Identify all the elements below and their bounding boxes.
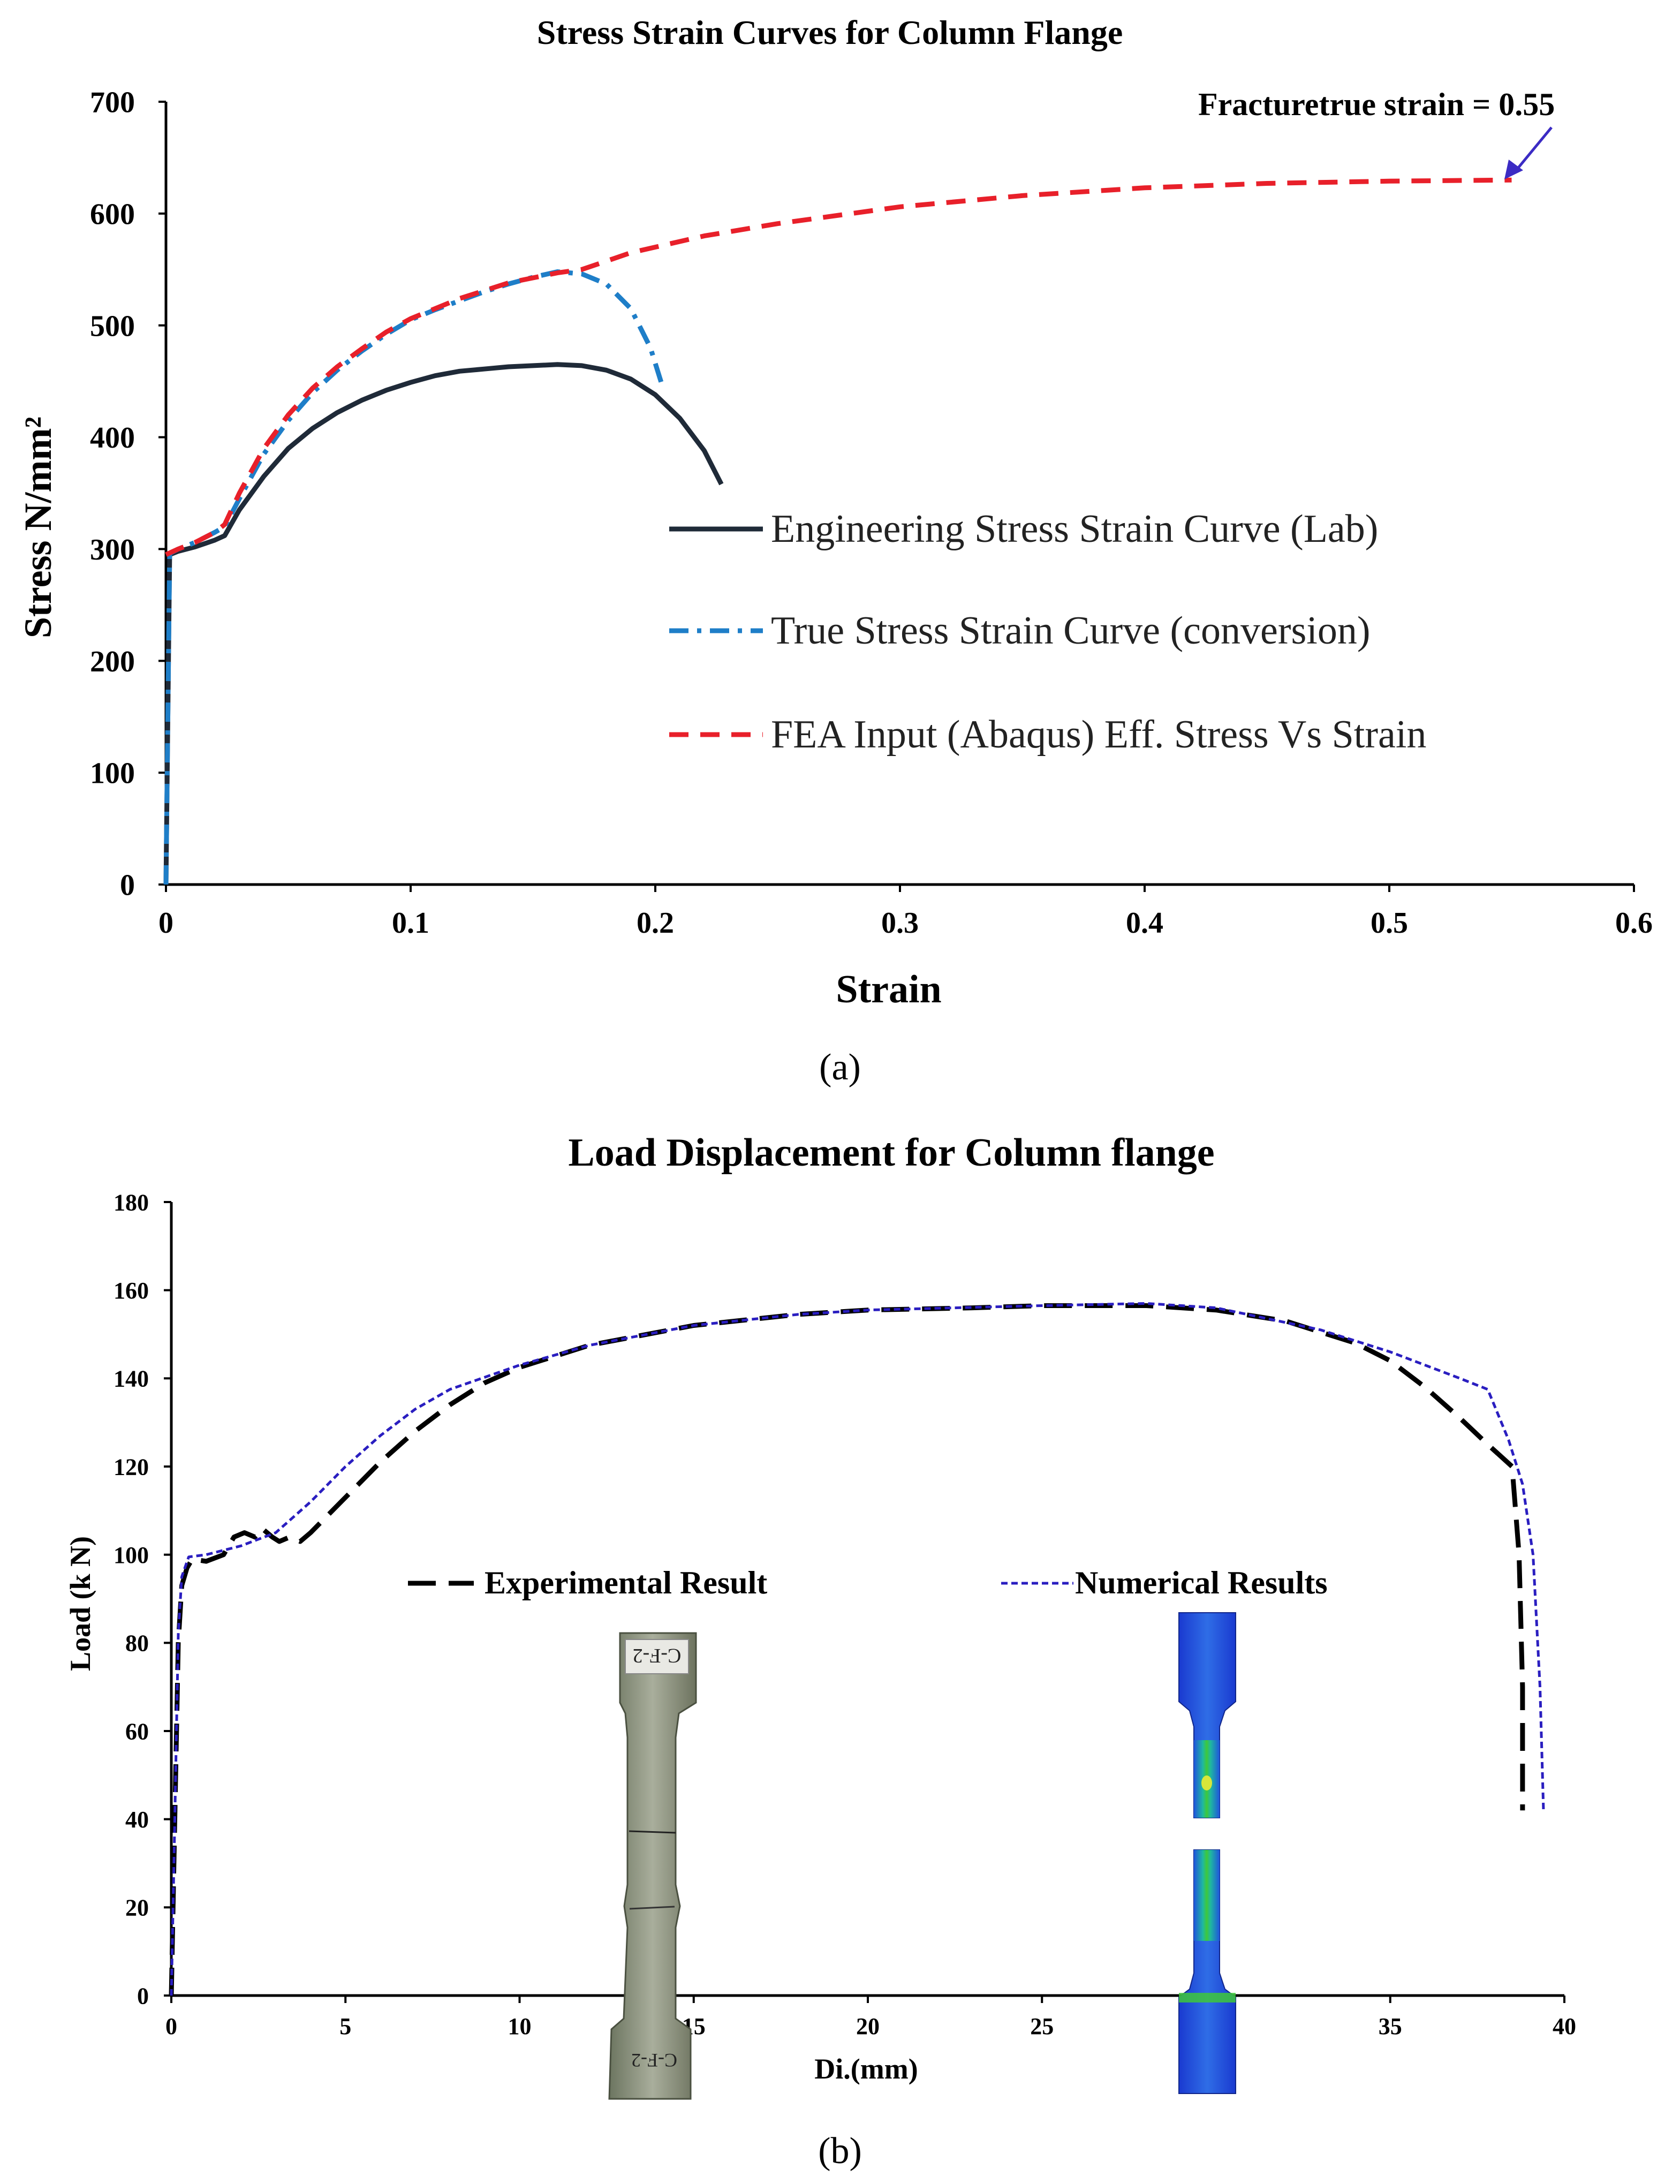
chart-a-y-tick-label: 700 xyxy=(90,86,135,119)
chart-a-y-tick-label: 100 xyxy=(90,757,135,790)
chart-b-y-tick-label: 100 xyxy=(113,1542,149,1568)
chart-a-series-line-2 xyxy=(163,269,665,885)
chart-a: Stress Strain Curves for Column Flange 0… xyxy=(17,13,1653,1088)
chart-b-x-tick-label: 5 xyxy=(339,2013,351,2039)
chart-b-title: Load Displacement for Column flange xyxy=(568,1131,1214,1175)
chart-b-x-axis-label: Di.(mm) xyxy=(814,2053,918,2085)
chart-b-y-tick-label: 60 xyxy=(125,1718,149,1744)
chart-a-x-tick-label: 0.6 xyxy=(1615,906,1653,940)
chart-a-panel-label: (a) xyxy=(819,1047,861,1088)
chart-a-x-tick-label: 0.1 xyxy=(392,906,429,940)
chart-a-axes: 0 0.1 0.2 0.3 0.4 0.5 0.6 0 100 200 300 400 500 600 70… xyxy=(90,86,1653,940)
numerical-specimen-contour xyxy=(1178,1612,1236,2094)
chart-b: Load Displacement for Column flange 0 5 10… xyxy=(64,1131,1576,2172)
photo-label-top: C-F-2 xyxy=(633,1644,682,1667)
chart-a-x-tick-label: 0.4 xyxy=(1126,906,1163,940)
chart-b-y-tick-label: 0 xyxy=(137,1983,149,2009)
chart-a-y-tick-label: 400 xyxy=(90,421,135,455)
chart-b-series-group xyxy=(169,1302,1545,1996)
chart-a-legend-label-fea: FEA Input (Abaqus) Eff. Stress Vs Strain xyxy=(771,713,1426,757)
chart-a-annotation-arrow xyxy=(1515,126,1553,171)
chart-b-series-line-1 xyxy=(169,1303,1525,1996)
chart-a-series-group xyxy=(163,177,1512,885)
chart-b-y-tick-label: 140 xyxy=(113,1366,149,1392)
chart-a-x-axis-label: Strain xyxy=(836,968,941,1011)
chart-a-y-tick-label: 0 xyxy=(120,869,135,902)
experimental-specimen-photo: C-F-2 C-F-2 xyxy=(608,1632,697,2100)
chart-a-y-tick-label: 600 xyxy=(90,198,135,231)
chart-b-y-tick-label: 40 xyxy=(125,1807,149,1833)
chart-b-x-tick-label: 25 xyxy=(1030,2013,1054,2039)
photo-label-bottom: C-F-2 xyxy=(631,2050,677,2071)
chart-a-y-tick-label: 500 xyxy=(90,309,135,343)
chart-a-legend-label-engineering: Engineering Stress Strain Curve (Lab) xyxy=(771,507,1378,551)
chart-b-x-tick-label: 40 xyxy=(1553,2013,1576,2039)
chart-b-axes: 0510152025303540020406080100120140160180 xyxy=(113,1189,1576,2039)
chart-a-annotation-arrowhead xyxy=(1504,160,1523,179)
chart-b-panel-label: (b) xyxy=(818,2130,862,2172)
chart-b-legend-label-experimental: Experimental Result xyxy=(485,1565,767,1600)
chart-a-y-tick-label: 300 xyxy=(90,533,135,566)
chart-b-y-tick-label: 20 xyxy=(125,1895,149,1921)
chart-a-y-tick-label: 200 xyxy=(90,645,135,678)
chart-a-y-axis-label: Stress N/mm² xyxy=(17,417,59,638)
chart-a-legend-label-true: True Stress Strain Curve (conversion) xyxy=(771,609,1370,653)
chart-a-legend: Engineering Stress Strain Curve (Lab) Tr… xyxy=(669,507,1426,757)
chart-b-y-axis-label: Load (k N) xyxy=(64,1536,96,1671)
chart-b-x-tick-label: 10 xyxy=(508,2013,532,2039)
chart-b-y-tick-label: 80 xyxy=(125,1630,149,1657)
chart-a-x-tick-label: 0 xyxy=(158,906,173,940)
chart-b-y-tick-label: 160 xyxy=(113,1278,149,1304)
chart-b-legend-label-numerical: Numerical Results xyxy=(1075,1565,1328,1600)
chart-b-y-tick-label: 180 xyxy=(113,1189,149,1215)
chart-b-x-tick-label: 0 xyxy=(165,2013,177,2039)
chart-b-series-line-2 xyxy=(170,1302,1545,1996)
chart-b-x-tick-label: 35 xyxy=(1379,2013,1402,2039)
chart-a-title: Stress Strain Curves for Column Flange xyxy=(537,13,1123,51)
chart-b-y-tick-label: 120 xyxy=(113,1454,149,1480)
chart-a-x-tick-label: 0.2 xyxy=(637,906,674,940)
chart-a-series-line-3 xyxy=(165,177,1512,557)
chart-a-x-tick-label: 0.5 xyxy=(1371,906,1408,940)
chart-a-x-tick-label: 0.3 xyxy=(881,906,919,940)
chart-a-series-line-1 xyxy=(163,362,724,885)
chart-b-legend: Experimental Result Numerical Results xyxy=(408,1565,1328,1600)
chart-b-x-tick-label: 20 xyxy=(856,2013,880,2039)
chart-a-annotation-text: Fracturetrue strain = 0.55 xyxy=(1198,87,1555,122)
